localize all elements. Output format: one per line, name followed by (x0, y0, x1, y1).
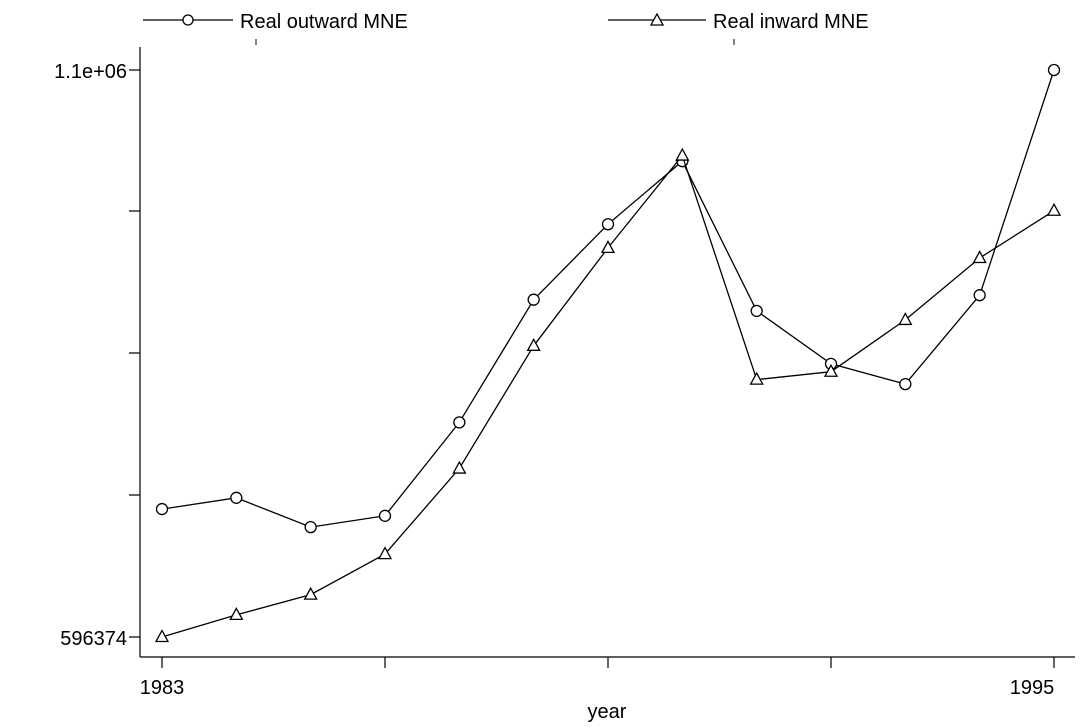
point-real-inward-mne-1991 (749, 371, 764, 385)
point-real-outward-mne-1987 (453, 416, 466, 429)
point-real-outward-mne-1993 (899, 377, 912, 391)
legend-label-inward: Real inward MNE (713, 11, 869, 33)
point-real-inward-mne-1985 (303, 586, 318, 600)
legend-marker-outward (182, 14, 194, 26)
legend-label-outward: Real outward MNE (240, 11, 408, 33)
point-real-inward-mne-1986 (377, 546, 393, 560)
point-real-inward-mne-1992 (823, 363, 839, 377)
legend: Real outward MNE Real inward MNE (143, 11, 869, 45)
x-axis: 1983 1995 year (140, 656, 1075, 723)
point-real-outward-mne-1995 (1047, 63, 1061, 77)
point-real-inward-mne-1990 (675, 147, 690, 161)
point-real-outward-mne-1994 (973, 289, 986, 302)
point-real-inward-mne-1994 (972, 250, 987, 264)
y-tick-label-max: 1.1e+06 (54, 61, 127, 83)
legend-item-inward: Real inward MNE (608, 11, 869, 33)
legend-item-outward: Real outward MNE (143, 11, 408, 33)
point-real-inward-mne-1989 (600, 240, 616, 254)
point-real-inward-mne-1995 (1046, 202, 1062, 216)
point-real-outward-mne-1988 (527, 293, 540, 306)
point-real-inward-mne-1984 (229, 607, 244, 621)
point-real-outward-mne-1985 (304, 520, 317, 534)
point-real-outward-mne-1989 (601, 218, 615, 231)
legend-marker-inward (649, 12, 665, 26)
point-real-inward-mne-1983 (154, 629, 170, 643)
y-tick-label-min: 596374 (60, 628, 127, 650)
point-real-outward-mne-1984 (230, 491, 243, 504)
point-real-inward-mne-1993 (898, 312, 913, 326)
x-axis-title: year (588, 701, 627, 723)
series-line-real-outward-mne (161, 69, 1055, 528)
y-axis: 596374 1.1e+06 (54, 47, 141, 657)
x-tick-label-last: 1995 (1010, 677, 1055, 699)
point-real-inward-mne-1988 (526, 337, 541, 351)
plot-area (154, 63, 1062, 643)
x-tick-label-first: 1983 (140, 677, 185, 699)
point-real-outward-mne-1983 (155, 502, 169, 516)
point-real-outward-mne-1986 (378, 509, 392, 522)
point-real-inward-mne-1987 (452, 460, 467, 474)
point-real-outward-mne-1991 (750, 304, 763, 318)
